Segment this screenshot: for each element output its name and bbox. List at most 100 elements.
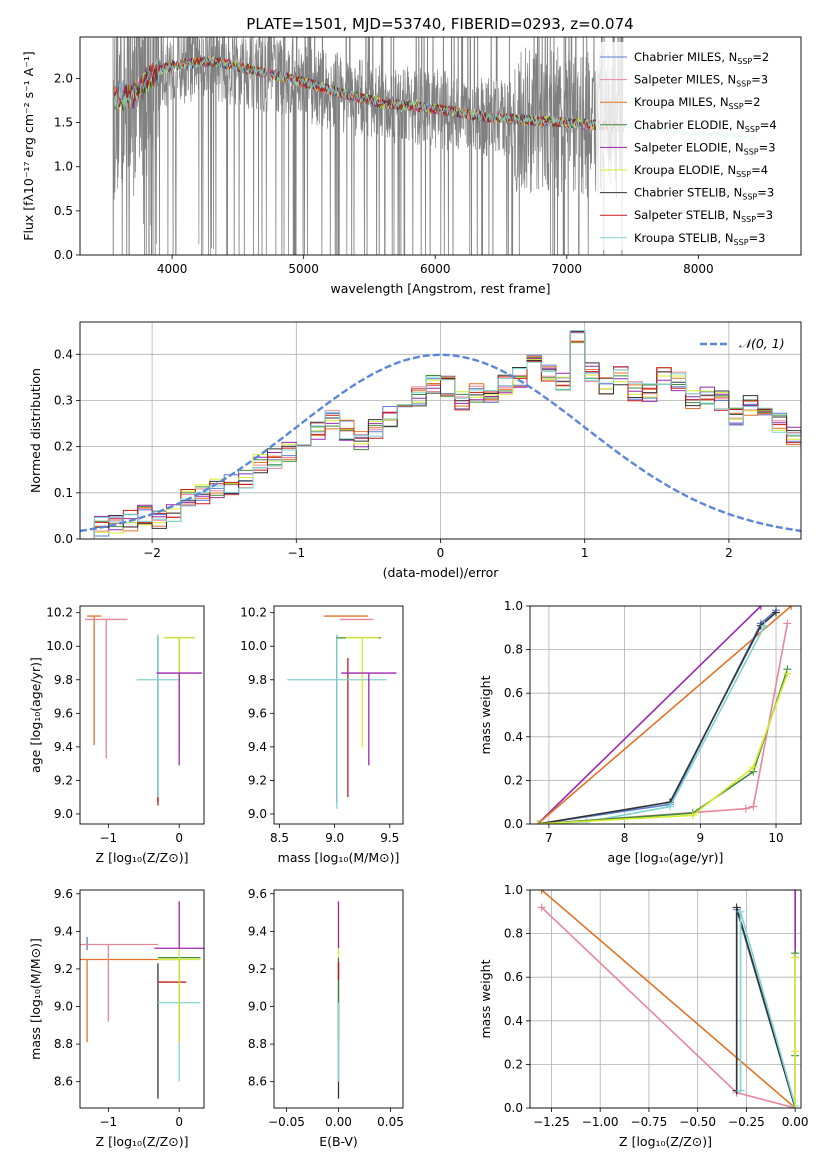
y-axis-label: mass [log₁₀(M/M⊙)] <box>28 938 43 1060</box>
histogram-step-salpeter_miles <box>80 342 801 539</box>
x-tick-label: 10 <box>768 831 783 845</box>
y-tick-label: 9.4 <box>54 924 73 938</box>
x-tick-label: −1 <box>99 1115 117 1129</box>
series-marker-salpeter_elodie <box>791 890 800 894</box>
x-tick-label: 0 <box>175 831 183 845</box>
mass_weight_vs_age-plot-area <box>533 606 796 824</box>
legend-label-kroupa_miles: Kroupa MILES, NSSP=2 <box>634 95 760 111</box>
x-tick-label: 0 <box>437 546 445 560</box>
gaussian-curve <box>80 353 801 533</box>
x-tick-label: 8000 <box>683 262 714 276</box>
y-tick-label: 9.6 <box>248 887 267 901</box>
x-tick-label: −1 <box>99 831 117 845</box>
axes-frame <box>79 36 802 256</box>
mass_weight_vs_age-panel: 7 8 9 10 0.0 0.2 0.4 0.6 0.8 1.0 age [log₁₀(age/yr… <box>478 599 802 865</box>
mass_vs_z-panel: −1 0 8.6 8.8 9.0 9.2 9.4 9.6 Z [log₁₀(Z/Z⊙)] mass… <box>28 887 205 1149</box>
y-tick-label: 9.6 <box>54 706 73 720</box>
series-line-kroupa_miles <box>537 606 792 824</box>
y-tick-label: 0.4 <box>504 730 523 744</box>
y-tick-label: 0.5 <box>54 204 73 218</box>
y-tick-label: 10.0 <box>46 639 73 653</box>
legend-label-kroupa_stelib: Kroupa STELIB, NSSP=3 <box>634 231 765 247</box>
x-tick-label: 7 <box>545 831 553 845</box>
x-tick-label: −0.75 <box>631 1115 668 1129</box>
age_vs_mass-plot-area <box>287 615 397 809</box>
series-marker-kroupa_elodie <box>791 953 800 962</box>
mass_weight_vs_z-panel: −1.25 −1.00 −0.75 −0.50 −0.25 0.00 0.0 0.2 0.4 0.… <box>478 883 809 1149</box>
series-line-kroupa_elodie <box>537 673 789 824</box>
x-tick-label: −2 <box>143 546 161 560</box>
y-axis-label: age [log₁₀(age/yr)] <box>28 657 43 773</box>
series-marker-chabrier_stelib <box>772 608 781 617</box>
y-tick-label: 2.0 <box>54 71 73 85</box>
x-tick-label: 0.00 <box>325 1115 352 1129</box>
histogram-step-salpeter_stelib <box>80 340 801 539</box>
y-tick-label: 9.0 <box>248 1000 267 1014</box>
series-marker-kroupa_miles <box>537 890 546 894</box>
age_vs_z-panel: −1 0 9.0 9.2 9.4 9.6 9.8 10.0 10.2 Z [log₁₀(Z/Z⊙)… <box>28 605 205 865</box>
series-marker-salpeter_miles <box>741 804 750 813</box>
series-marker-chabrier_stelib <box>732 903 741 912</box>
y-tick-label: 10.2 <box>240 606 267 620</box>
axes-frame <box>529 605 802 825</box>
y-tick-label: 9.4 <box>248 740 267 754</box>
x-axis-label: Z [log₁₀(Z/Z⊙)] <box>96 850 189 865</box>
series-marker-kroupa_elodie <box>783 669 792 678</box>
x-tick-label: 9.5 <box>380 831 399 845</box>
series-line-chabrier_miles <box>537 609 777 824</box>
y-tick-label: 1.5 <box>54 116 73 130</box>
y-tick-label: 0.1 <box>54 486 73 500</box>
y-tick-label: 0.6 <box>504 686 523 700</box>
histogram-step-chabrier_miles <box>80 332 801 539</box>
series-marker-salpeter_miles <box>537 903 546 912</box>
y-tick-label: 0.8 <box>504 927 523 941</box>
x-tick-label: 8 <box>621 831 629 845</box>
series-line-chabrier_stelib <box>735 907 796 1108</box>
y-tick-label: 9.2 <box>248 773 267 787</box>
gaussian-legend-label: 𝒩(0, 1) <box>739 336 785 351</box>
y-tick-label: 9.0 <box>248 807 267 821</box>
residuals-panel: −2 −1 0 1 2 0.0 0.1 0.2 0.3 0.4 (data-model)/error… <box>28 321 802 580</box>
y-tick-label: 0.4 <box>504 1014 523 1028</box>
series-marker-kroupa_elodie <box>533 820 542 824</box>
series-line-chabrier_elodie <box>537 668 789 824</box>
axes-frame <box>273 605 404 825</box>
model-line-kroupa_stelib <box>113 55 624 133</box>
histogram-step-kroupa_miles <box>80 331 801 539</box>
y-axis-label: mass weight <box>478 675 493 754</box>
x-tick-label: −1.25 <box>533 1115 570 1129</box>
y-tick-label: 0.2 <box>54 440 73 454</box>
x-axis-label: E(B-V) <box>319 1134 358 1149</box>
y-tick-label: 9.6 <box>248 706 267 720</box>
histogram-step-kroupa_stelib <box>80 330 801 539</box>
y-tick-label: 0.6 <box>504 970 523 984</box>
y-tick-label: 0.2 <box>504 773 523 787</box>
y-tick-label: 1.0 <box>504 883 523 897</box>
axes-frame <box>79 889 205 1109</box>
legend-label-chabrier_stelib: Chabrier STELIB, NSSP=3 <box>634 186 774 202</box>
y-axis-label: Normed distribution <box>28 368 43 493</box>
axes-frame <box>79 321 802 540</box>
y-tick-label: 8.6 <box>248 1075 267 1089</box>
series-marker-kroupa_elodie <box>791 1104 800 1108</box>
y-axis-label: Flux [fλ10⁻¹⁷ erg cm⁻² s⁻¹ A⁻¹] <box>21 51 36 240</box>
x-axis-label: wavelength [Angstrom, rest frame] <box>330 281 550 296</box>
legend-label-salpeter_miles: Salpeter MILES, NSSP=3 <box>634 73 768 89</box>
x-tick-label: 6000 <box>420 262 451 276</box>
x-tick-label: 5000 <box>288 262 319 276</box>
y-tick-label: 0.0 <box>504 1101 523 1115</box>
y-axis-label: mass weight <box>478 959 493 1038</box>
x-tick-label: 0 <box>175 1115 183 1129</box>
x-tick-label: −1 <box>287 546 305 560</box>
y-tick-label: 8.8 <box>54 1037 73 1051</box>
axes-frame <box>79 605 205 825</box>
legend-label-salpeter_elodie: Salpeter ELODIE, NSSP=3 <box>634 140 776 156</box>
y-tick-label: 10.2 <box>46 606 73 620</box>
y-tick-label: 9.4 <box>248 924 267 938</box>
series-marker-salpeter_miles <box>749 802 758 811</box>
x-axis-label: (data-model)/error <box>383 565 500 580</box>
series-marker-kroupa_stelib <box>736 1086 745 1095</box>
series-marker-kroupa_stelib <box>736 907 745 916</box>
y-tick-label: 0.4 <box>54 347 73 361</box>
x-axis-label: Z [log₁₀(Z/Z⊙)] <box>619 1134 712 1149</box>
